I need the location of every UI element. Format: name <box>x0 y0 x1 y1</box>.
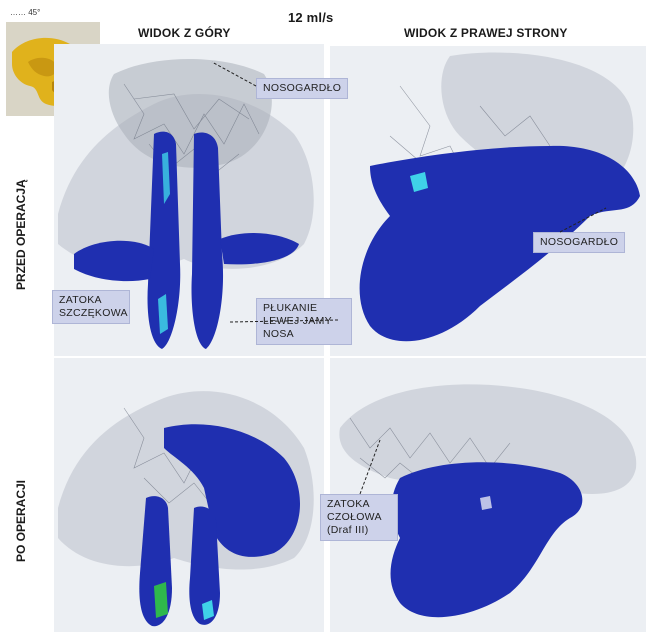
panel-before-top-view <box>54 44 324 356</box>
callout-frontal-sinus: ZATOKA CZOŁOWA (Draf III) <box>320 494 398 541</box>
scan-after-top-view <box>58 391 314 627</box>
callout-maxillary-sinus: ZATOKA SZCZĘKOWA <box>52 290 130 324</box>
flow-rate-label: 12 ml/s <box>288 10 334 25</box>
scan-before-top-view <box>58 59 314 349</box>
callout-left-nostril-rinse: PŁUKANIE LEWEJ JAMY NOSA <box>256 298 352 345</box>
panel-before-right-view <box>330 46 646 356</box>
panel-after-right-view <box>330 358 646 632</box>
callout-nasopharynx-top: NOSOGARDŁO <box>256 78 349 99</box>
thumbnail-label: …… 45° <box>10 8 41 17</box>
panel-after-top-view <box>54 358 324 632</box>
scan-after-right-view <box>339 384 637 618</box>
column-header-right-view: WIDOK Z PRAWEJ STRONY <box>404 26 568 40</box>
scan-before-right-view <box>359 52 640 342</box>
callout-nasopharynx-right: NOSOGARDŁO <box>533 232 626 253</box>
column-header-top-view: WIDOK Z GÓRY <box>138 26 231 40</box>
